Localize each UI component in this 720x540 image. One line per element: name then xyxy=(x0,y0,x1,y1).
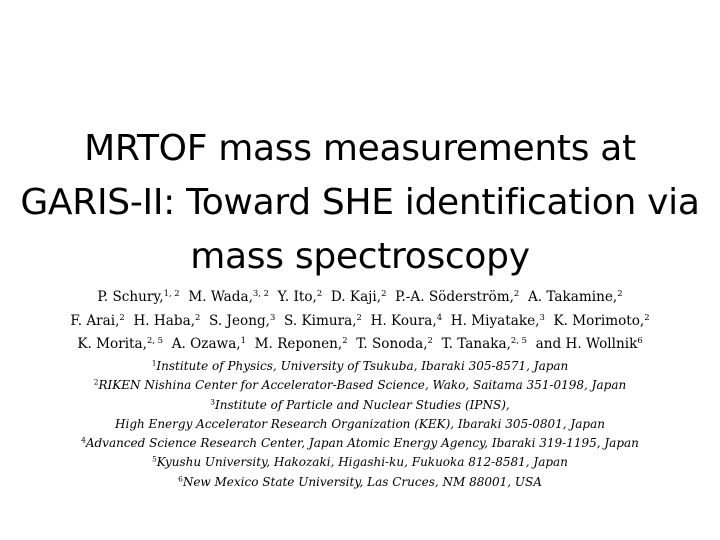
affiliation-list: 1Institute of Physics, University of Tsu… xyxy=(0,357,720,492)
author-affiliation-marker: 2 xyxy=(195,311,201,322)
author-name: M. Reponen, xyxy=(254,336,343,352)
affiliation-line: 4Advanced Science Research Center, Japan… xyxy=(0,434,720,453)
title-line: MRTOF mass measurements at xyxy=(84,128,636,169)
author-affiliation-marker: 1, 2 xyxy=(163,287,180,298)
author-affiliation-marker: 2 xyxy=(342,334,348,345)
affiliation-marker: 5 xyxy=(152,454,157,464)
author-name: A. Takamine, xyxy=(527,289,618,305)
author-affiliation-marker: 2 xyxy=(381,287,387,298)
affiliation-marker: 6 xyxy=(178,474,183,484)
author-name: H. Haba, xyxy=(133,312,196,329)
author-name: P. Schury, xyxy=(97,289,164,305)
affiliation-marker: 4 xyxy=(81,435,86,445)
author-affiliation-marker: 2, 5 xyxy=(146,334,164,345)
author-name: K. Morimoto, xyxy=(553,312,645,329)
author-name: S. Kimura, xyxy=(284,312,357,329)
affiliation-text: New Mexico State University, Las Cruces,… xyxy=(182,474,542,489)
affiliation-marker: 2 xyxy=(93,377,99,387)
affiliation-text: RIKEN Nishina Center for Accelerator-Bas… xyxy=(98,378,627,393)
author-line: P. Schury,1, 2 M. Wada,3, 2 Y. Ito,2 D. … xyxy=(0,286,720,310)
author-list: P. Schury,1, 2 M. Wada,3, 2 Y. Ito,2 D. … xyxy=(0,286,720,357)
author-name: T. Sonoda, xyxy=(356,336,428,352)
author-line: F. Arai,2 H. Haba,2 S. Jeong,3 S. Kimura… xyxy=(0,310,720,334)
title-line: GARIS-II: Toward SHE identification via xyxy=(20,182,700,223)
affiliation-line: 2RIKEN Nishina Center for Accelerator-Ba… xyxy=(0,376,720,395)
affiliation-text: Institute of Particle and Nuclear Studie… xyxy=(215,397,510,412)
affiliation-line: 6New Mexico State University, Las Cruces… xyxy=(0,473,720,492)
affiliation-marker: 3 xyxy=(210,396,216,406)
author-name: and H. Wollnik xyxy=(535,336,638,352)
author-name: T. Tanaka, xyxy=(441,336,511,352)
title-line: mass spectroscopy xyxy=(190,236,530,277)
author-affiliation-marker: 6 xyxy=(637,334,643,345)
author-affiliation-marker: 2 xyxy=(513,287,520,298)
affiliation-line: 1Institute of Physics, University of Tsu… xyxy=(0,357,720,376)
author-affiliation-marker: 2, 5 xyxy=(510,334,527,345)
author-affiliation-marker: 2 xyxy=(119,311,125,322)
affiliation-text: Institute of Physics, University of Tsuk… xyxy=(156,359,569,373)
affiliation-line: 5Kyushu University, Hakozaki, Higashi-ku… xyxy=(0,453,720,472)
author-affiliation-marker: 1 xyxy=(240,334,246,345)
author-name: F. Arai, xyxy=(70,312,120,329)
affiliation-text: High Energy Accelerator Research Organiz… xyxy=(115,416,605,431)
affiliation-marker: 1 xyxy=(151,358,157,368)
affiliation-line: High Energy Accelerator Research Organiz… xyxy=(0,415,720,434)
author-affiliation-marker: 2 xyxy=(356,311,362,322)
author-name: H. Miyatake, xyxy=(450,312,540,329)
slide-title: MRTOF mass measurements at GARIS-II: Tow… xyxy=(0,122,720,284)
author-name: P.-A. Söderström, xyxy=(395,289,514,305)
author-line: K. Morita,2, 5 A. Ozawa,1 M. Reponen,2 T… xyxy=(0,333,720,357)
author-name: A. Ozawa, xyxy=(171,336,241,352)
author-affiliation-marker: 2 xyxy=(644,311,650,322)
affiliation-text: Kyushu University, Hakozaki, Higashi-ku,… xyxy=(156,455,568,470)
affiliation-line: 3Institute of Particle and Nuclear Studi… xyxy=(0,396,720,415)
author-name: M. Wada, xyxy=(188,289,253,305)
author-name: D. Kaji, xyxy=(330,289,382,305)
author-name: H. Koura, xyxy=(370,312,437,329)
author-affiliation-marker: 3 xyxy=(539,311,545,322)
author-affiliation-marker: 2 xyxy=(617,287,623,298)
author-name: Y. Ito, xyxy=(277,289,317,305)
author-name: S. Jeong, xyxy=(209,312,270,329)
author-affiliation-marker: 2 xyxy=(427,334,433,345)
author-affiliation-marker: 3, 2 xyxy=(252,287,269,298)
author-affiliation-marker: 3 xyxy=(269,311,276,322)
affiliation-text: Advanced Science Research Center, Japan … xyxy=(85,436,639,451)
author-affiliation-marker: 4 xyxy=(436,311,443,322)
author-affiliation-marker: 2 xyxy=(316,287,323,298)
author-name: K. Morita, xyxy=(77,336,147,352)
